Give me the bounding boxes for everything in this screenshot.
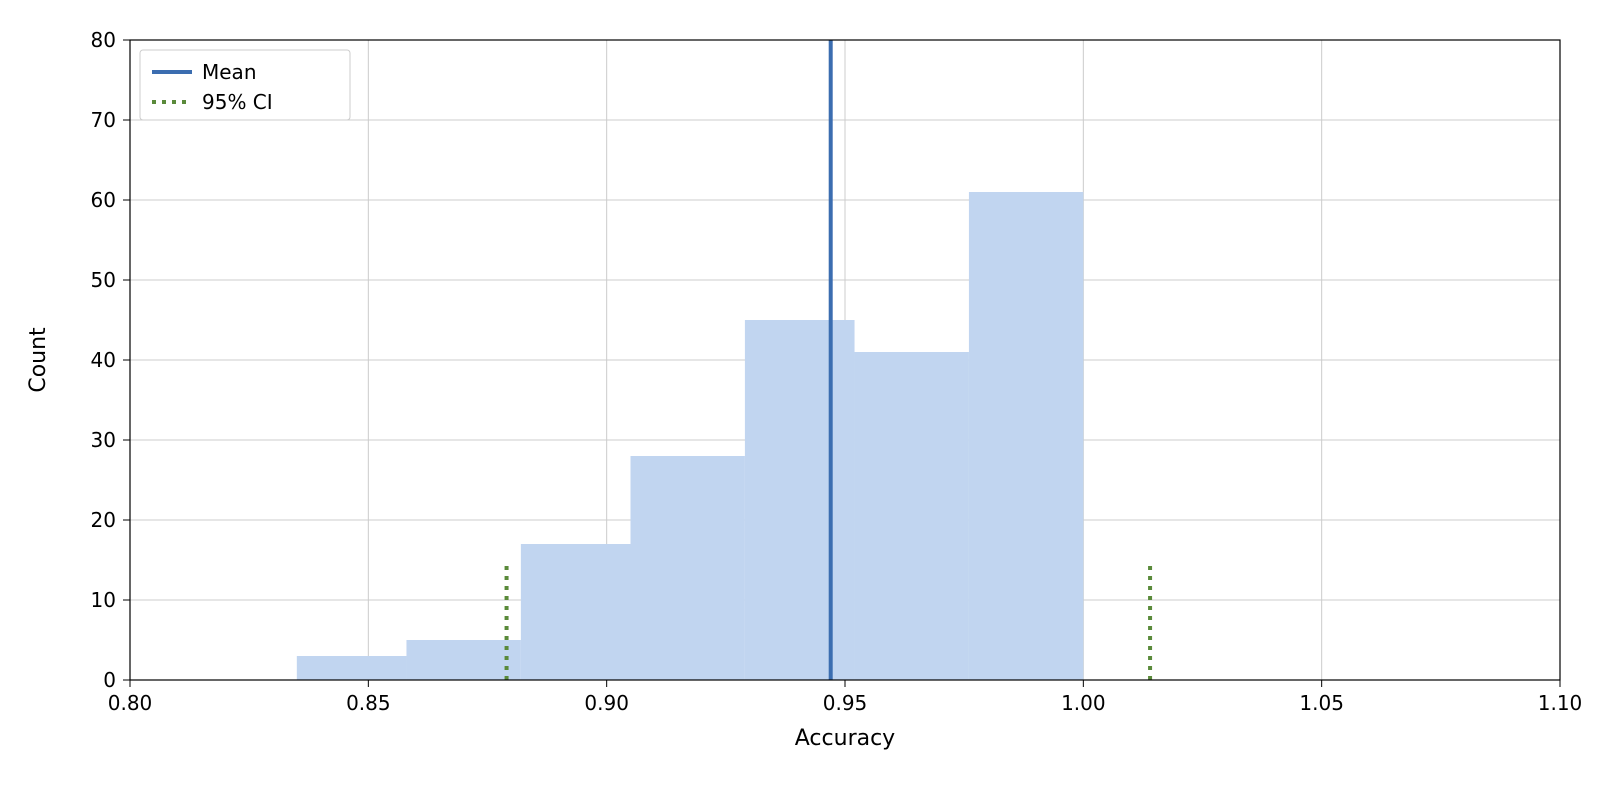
legend-label: Mean [202, 60, 257, 84]
bar [745, 320, 855, 680]
bar [855, 352, 969, 680]
y-tick-label: 30 [91, 428, 116, 452]
histogram-chart: 0.80 0.85 0.90 0.95 1.00 1.05 1.10 0 10 20 30 40 50 6… [0, 0, 1600, 800]
legend: Mean 95% CI [140, 50, 350, 120]
legend-label: 95% CI [202, 90, 273, 114]
x-tick-label: 1.05 [1299, 691, 1344, 715]
y-axis-label: Count [26, 327, 51, 393]
y-tick-label: 20 [91, 508, 116, 532]
x-tick-label: 1.00 [1061, 691, 1106, 715]
y-tick-label: 60 [91, 188, 116, 212]
y-tick-label: 50 [91, 268, 116, 292]
bar [521, 544, 631, 680]
y-tick-label: 80 [91, 28, 116, 52]
bar [969, 192, 1083, 680]
bar [631, 456, 745, 680]
chart-svg: 0.80 0.85 0.90 0.95 1.00 1.05 1.10 0 10 20 30 40 50 6… [0, 0, 1600, 800]
bar [406, 640, 520, 680]
y-tick-label: 40 [91, 348, 116, 372]
bar [297, 656, 407, 680]
x-tick-label: 0.95 [823, 691, 868, 715]
x-axis-label: Accuracy [795, 726, 895, 751]
x-tick-label: 0.85 [346, 691, 391, 715]
x-tick-label: 0.80 [108, 691, 153, 715]
y-tick-label: 0 [103, 668, 116, 692]
y-tick-label: 70 [91, 108, 116, 132]
x-tick-label: 1.10 [1538, 691, 1583, 715]
y-tick-label: 10 [91, 588, 116, 612]
x-tick-label: 0.90 [584, 691, 629, 715]
